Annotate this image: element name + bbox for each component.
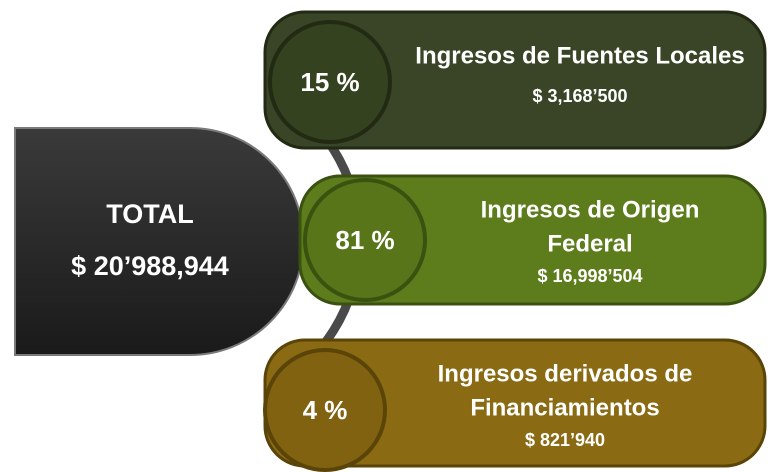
item-panel: [263, 10, 767, 150]
item-title: Financiamientos: [470, 394, 659, 421]
percent-circle: [263, 348, 387, 472]
item-title: Ingresos derivados de: [438, 360, 693, 387]
percent-label: 4 %: [303, 395, 348, 425]
percent-label: 81 %: [335, 225, 394, 255]
percent-label: 15 %: [300, 67, 359, 97]
total-amount: $ 20’988,944: [71, 251, 229, 281]
item-amount: $ 3,168’500: [532, 86, 627, 106]
percent-circle: [303, 178, 427, 302]
percent-circle: [268, 20, 392, 144]
item-title: Ingresos de Origen: [481, 196, 700, 223]
total-label: TOTAL: [106, 199, 194, 229]
item-title: Federal: [547, 230, 632, 257]
total-shape: [14, 127, 305, 356]
item-amount: $ 16,998’504: [537, 266, 642, 286]
item-title: Ingresos de Fuentes Locales: [415, 42, 744, 69]
item-amount: $ 821’940: [525, 430, 605, 450]
